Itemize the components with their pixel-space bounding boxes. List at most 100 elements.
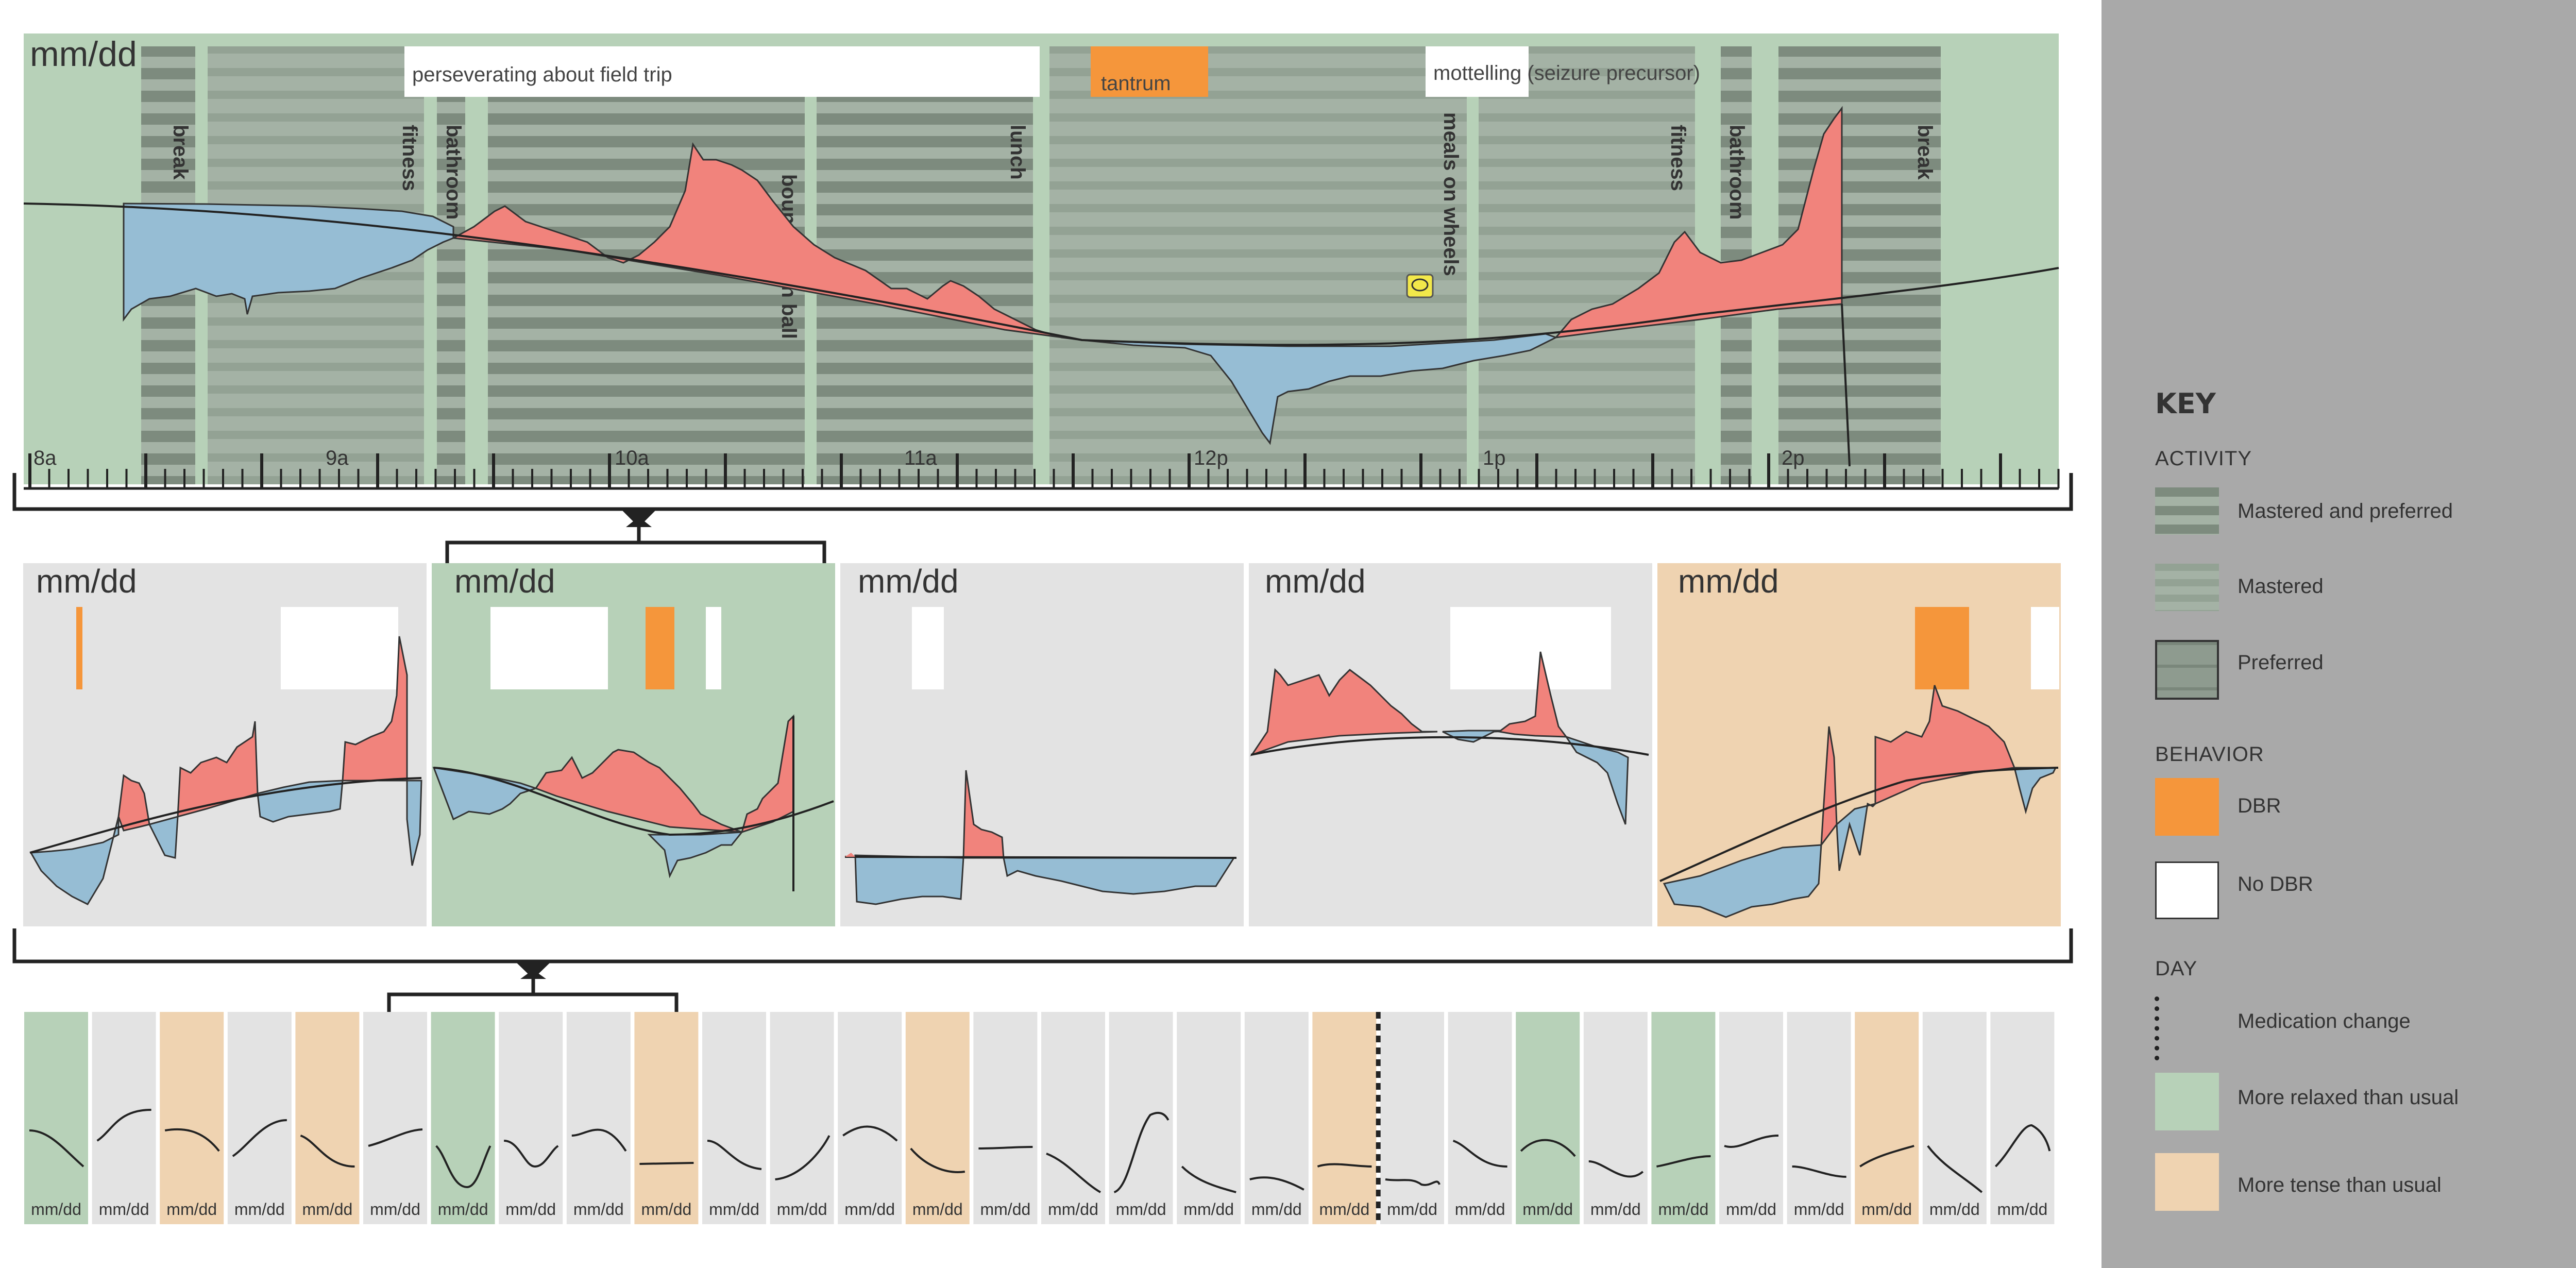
day-cell[interactable]: mm/dd (1312, 1012, 1377, 1224)
week-panel-date: mm/dd (36, 563, 137, 600)
day-cell[interactable]: mm/dd (227, 1012, 292, 1224)
no-dbr-marker (490, 607, 608, 689)
day-cell-bg (1177, 1012, 1241, 1224)
day-cell[interactable]: mm/dd (160, 1012, 224, 1224)
day-trend-line (435, 1145, 492, 1189)
day-cell[interactable]: mm/dd (431, 1012, 495, 1224)
day-cell[interactable]: mm/dd (770, 1012, 834, 1224)
day-date-label: mm/dd (844, 1200, 895, 1219)
day-trend-line (1249, 1176, 1304, 1191)
day-cell-bg (363, 1012, 427, 1224)
key-swatch-tense (2155, 1153, 2219, 1211)
day-cell[interactable]: mm/dd (1380, 1012, 1444, 1224)
time-label: 10a (615, 447, 649, 469)
key-label: More tense than usual (2238, 1174, 2442, 1196)
activity-block (437, 46, 465, 484)
key-activity-heading: ACTIVITY (2155, 447, 2252, 470)
day-cell[interactable]: mm/dd (499, 1012, 563, 1224)
day-cell[interactable]: mm/dd (1922, 1012, 1987, 1224)
activity-blocks (141, 46, 1941, 484)
day-date-label: mm/dd (980, 1200, 1031, 1219)
day-cell[interactable]: mm/dd (838, 1012, 902, 1224)
time-label: 1p (1483, 447, 1506, 469)
tension-area-positive (1554, 106, 1843, 339)
day-date-label: mm/dd (1794, 1200, 1844, 1219)
day-cell[interactable]: mm/dd (1990, 1012, 2055, 1224)
baseline-trend (433, 767, 834, 836)
day-cell-bg (431, 1012, 495, 1224)
day-cell[interactable]: mm/dd (363, 1012, 427, 1224)
day-cell[interactable]: mm/dd (1855, 1012, 1919, 1224)
tension-area-negative (432, 767, 538, 821)
dbr-marker (1915, 607, 1969, 689)
key-swatch-no-dbr (2155, 861, 2219, 919)
day-cell[interactable]: mm/dd (1583, 1012, 1648, 1224)
day-trend-line (1588, 1160, 1644, 1178)
week-panel-date: mm/dd (1265, 563, 1366, 600)
day-cell[interactable]: mm/dd (1719, 1012, 1783, 1224)
day-cell-bg (1109, 1012, 1173, 1224)
day-cell[interactable]: mm/dd (634, 1012, 699, 1224)
day-date-label: mm/dd (31, 1200, 81, 1219)
note-icon[interactable] (1406, 274, 1434, 298)
tension-area-negative (1003, 857, 1235, 895)
annotation-box-no-dbr (1426, 46, 1529, 97)
tension-area-negative (148, 816, 179, 859)
baseline-trend (29, 777, 422, 854)
day-date-label: mm/dd (1726, 1200, 1776, 1219)
tension-area-negative (406, 780, 422, 866)
day-cell-bg (227, 1012, 292, 1224)
day-cell[interactable]: mm/dd (1651, 1012, 1716, 1224)
key-swatch-mastered (2155, 564, 2219, 611)
key-swatch-dbr (2155, 778, 2219, 836)
vis-canvas: perseverating about field trip tantrum m… (12, 33, 2073, 1224)
day-cell[interactable]: mm/dd (905, 1012, 970, 1224)
day-trend-line (1994, 1124, 2051, 1168)
day-cell[interactable]: mm/dd (1041, 1012, 1105, 1224)
day-cell[interactable]: mm/dd (702, 1012, 766, 1224)
annotation-box-no-dbr (404, 46, 1040, 97)
day-date-label: mm/dd (234, 1200, 285, 1219)
day-cell[interactable]: mm/dd (92, 1012, 156, 1224)
tension-area-negative (647, 831, 744, 878)
day-trend-line (29, 1129, 84, 1168)
day-trend-line (1859, 1145, 1914, 1168)
day-cell[interactable]: mm/dd (973, 1012, 1038, 1224)
no-dbr-marker (912, 607, 944, 689)
day-cell[interactable]: mm/dd (566, 1012, 631, 1224)
day-date-label: mm/dd (1929, 1200, 1980, 1219)
day-cell-bg (1787, 1012, 1851, 1224)
dbr-marker (646, 607, 674, 689)
day-cell[interactable]: mm/dd (1244, 1012, 1309, 1224)
day-date-label: mm/dd (1997, 1200, 2048, 1219)
no-dbr-marker (706, 607, 721, 689)
day-cell[interactable]: mm/dd (1109, 1012, 1173, 1224)
baseline-trend (23, 202, 2059, 346)
activity-label: fitness (398, 125, 421, 191)
annotation-tantrum: tantrum (1101, 72, 1171, 95)
day-trend-line (96, 1109, 151, 1142)
day-date-label: mm/dd (912, 1200, 963, 1219)
day-cell[interactable]: mm/dd (1516, 1012, 1580, 1224)
day-cell[interactable]: mm/dd (24, 1012, 88, 1224)
day-cell-bg (1516, 1012, 1580, 1224)
day-cell-bg (1583, 1012, 1648, 1224)
day-cell-bg (973, 1012, 1038, 1224)
key-label: Mastered and preferred (2238, 500, 2453, 522)
day-trend-line (164, 1128, 220, 1152)
key-label: Mastered (2238, 575, 2324, 598)
day-cell-bg (1041, 1012, 1105, 1224)
day-cell[interactable]: mm/dd (1787, 1012, 1851, 1224)
key-day-heading: DAY (2155, 957, 2198, 980)
day-trend-line (1046, 1153, 1101, 1193)
day-cell-bg (1922, 1012, 1987, 1224)
day-trend-line (368, 1128, 423, 1147)
activity-label: bathroom (1725, 125, 1748, 219)
key-panel: KEY ACTIVITY Mastered and preferred Mast… (2102, 0, 2576, 1268)
key-label: Medication change (2238, 1010, 2411, 1033)
day-cell[interactable]: mm/dd (1448, 1012, 1512, 1224)
annotation-mottelling: mottelling (seizure precursor) (1433, 62, 1700, 84)
day-cell[interactable]: mm/dd (1177, 1012, 1241, 1224)
day-cell[interactable]: mm/dd (295, 1012, 360, 1224)
